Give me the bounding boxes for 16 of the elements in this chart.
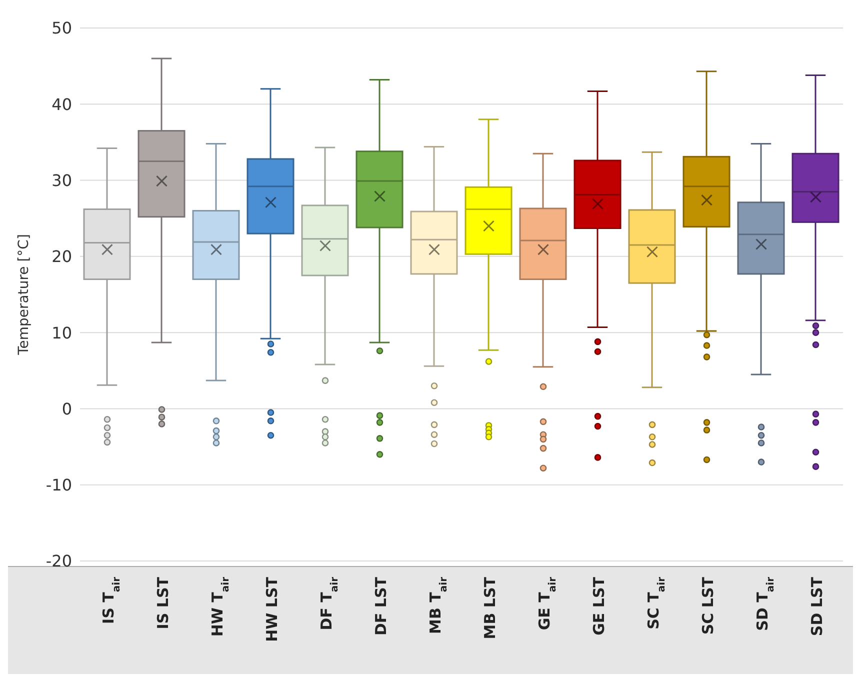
y-tick-label: 50 <box>52 18 72 38</box>
x-tick-label: IS LST <box>154 576 172 630</box>
x-tick-label: SD LST <box>808 576 826 636</box>
y-tick-label: 30 <box>52 170 72 190</box>
x-tick-label: DF LST <box>372 576 390 636</box>
x-tick-label: MB LST <box>480 576 499 640</box>
y-tick-label: 10 <box>52 323 72 342</box>
x-tick-label: GE LST <box>590 576 608 636</box>
y-tick-label: -20 <box>46 552 72 571</box>
y-tick-label: 20 <box>52 247 72 266</box>
x-tick-label: SC LST <box>698 576 717 635</box>
x-tick-label: HW LST <box>262 576 281 642</box>
y-tick-label: 0 <box>62 399 72 418</box>
y-tick-label: -10 <box>46 476 72 495</box>
y-axis-title: Temperature [°C] <box>16 234 32 356</box>
y-tick-label: 40 <box>52 94 72 114</box>
